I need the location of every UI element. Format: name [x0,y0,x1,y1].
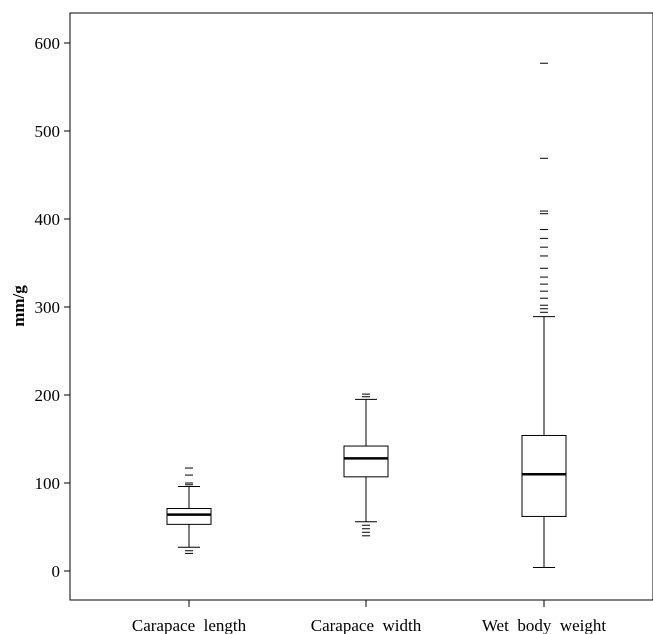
y-axis-title: mm/g [9,285,28,327]
x-tick-label: Wet body weight [482,616,606,634]
y-tick-label: 600 [35,34,61,53]
box-group [521,62,567,568]
y-tick-label: 500 [35,122,61,141]
box-iqr [166,508,212,525]
box-series [166,62,567,568]
y-tick-label: 300 [35,298,61,317]
x-tick-label: Carapace width [311,616,422,634]
box-group [343,393,389,537]
y-tick-label: 200 [35,386,61,405]
y-tick-label: 400 [35,210,61,229]
x-axis: Carapace length Carapace width Wet body we… [132,600,606,634]
box-iqr [343,445,389,478]
y-axis: 0 100 200 300 400 500 600 [35,34,70,581]
x-tick-label: Carapace length [132,616,247,634]
y-tick-label: 100 [35,474,61,493]
box-group [166,467,212,554]
y-tick-label: 0 [52,562,61,581]
box-iqr [521,434,567,517]
